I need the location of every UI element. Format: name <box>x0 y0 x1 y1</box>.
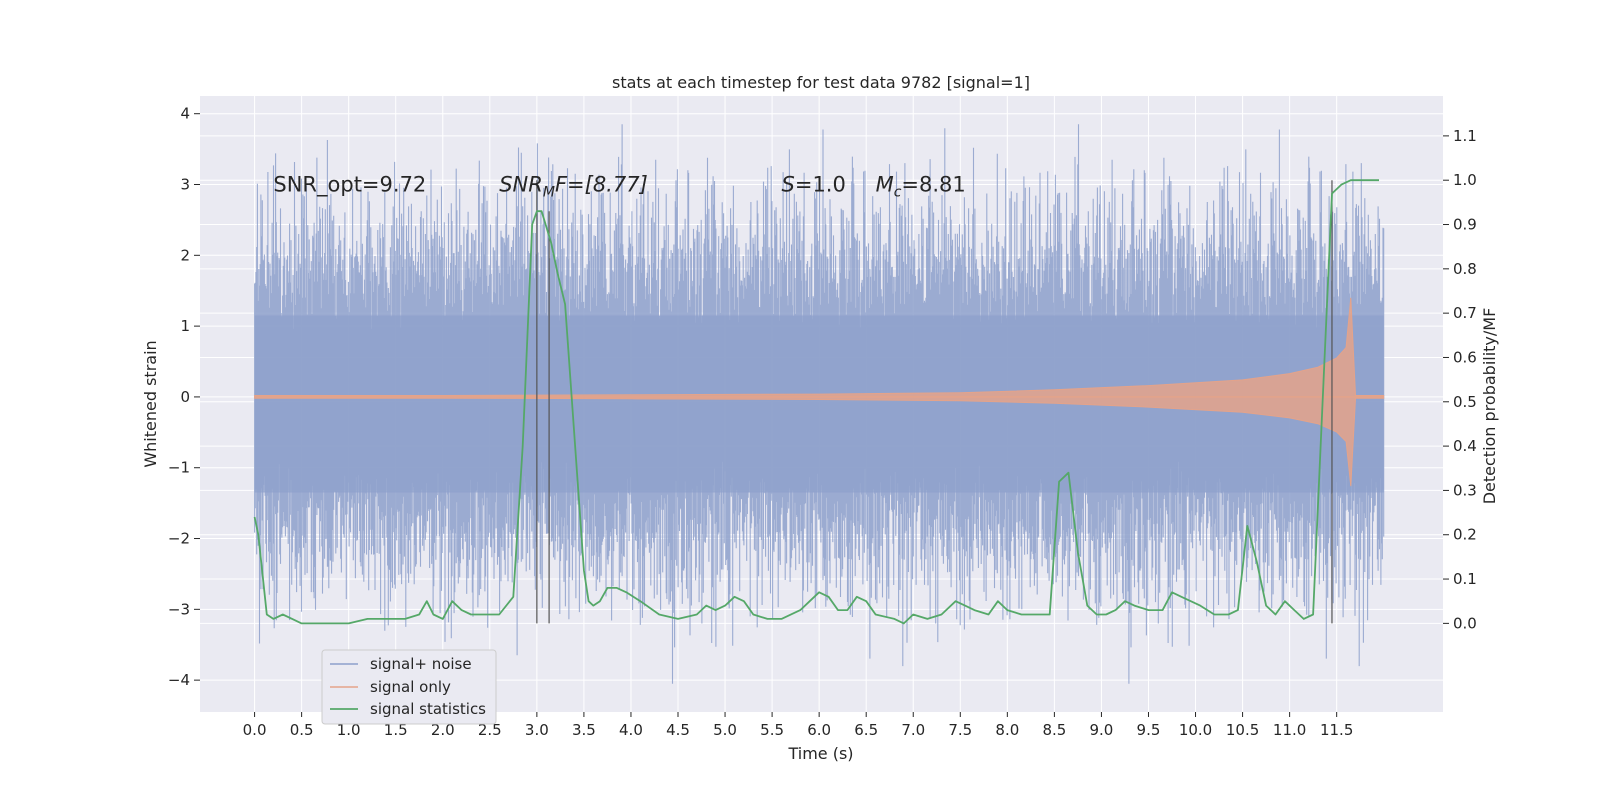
series-signal-statistics <box>253 179 1379 625</box>
x-tick-label: 2.0 <box>431 721 455 739</box>
legend-box <box>321 649 497 725</box>
y-tick-label: 2 <box>180 246 190 264</box>
y-axis-right-label: Detection probability/MF <box>1480 308 1499 505</box>
y-tick-label: −1 <box>168 459 190 477</box>
x-tick-label: 5.5 <box>760 721 784 739</box>
y-right-tick-label: 0.7 <box>1453 304 1477 322</box>
x-tick-label: 0.0 <box>243 721 267 739</box>
y-tick-label: −4 <box>168 671 190 689</box>
x-tick-label: 7.0 <box>901 721 925 739</box>
x-tick-label: 5.0 <box>713 721 737 739</box>
y-tick-label: −3 <box>168 600 190 618</box>
annotation: SNR_opt=9.72 <box>273 173 426 198</box>
annotation: Mc=8.81 <box>876 173 966 201</box>
y-axis-label: Whitened strain <box>141 340 160 467</box>
x-tick-label: 2.5 <box>478 721 502 739</box>
y-tick-label: 0 <box>180 388 190 406</box>
x-tick-label: 7.5 <box>948 721 972 739</box>
x-tick-label: 10.0 <box>1179 721 1212 739</box>
x-tick-label: 3.0 <box>525 721 549 739</box>
chirp-envelope <box>254 297 1385 487</box>
y-right-tick-label: 1.1 <box>1453 127 1477 145</box>
y-axis-left: −4 −3 −2 −1 0 1 2 3 4 <box>168 105 200 689</box>
x-tick-label: 9.0 <box>1090 721 1114 739</box>
x-tick-label: 6.0 <box>807 721 831 739</box>
y-axis-right: 0.0 0.1 0.2 0.3 0.4 0.5 0.6 0.7 0.8 0.9 1.0 1.1 <box>1443 127 1477 632</box>
x-tick-label: 10.5 <box>1226 721 1259 739</box>
y-right-tick-label: 0.1 <box>1453 570 1477 588</box>
annotation: S=1.0 <box>782 173 846 197</box>
legend-label-signal-only: signal only <box>370 678 451 696</box>
x-axis-label: Time (s) <box>787 744 853 763</box>
x-tick-label: 3.5 <box>572 721 596 739</box>
x-tick-label: 6.5 <box>854 721 878 739</box>
y-right-tick-label: 0.0 <box>1453 614 1477 632</box>
x-tick-label: 1.0 <box>337 721 361 739</box>
x-tick-label: 11.5 <box>1320 721 1353 739</box>
series-signal-only <box>254 297 1385 487</box>
y-right-tick-label: 1.0 <box>1453 171 1477 189</box>
y-right-tick-label: 0.4 <box>1453 437 1477 455</box>
x-tick-label: 9.5 <box>1137 721 1161 739</box>
x-axis: 0.0 0.5 1.0 1.5 2.0 2.5 3.0 3.5 4.0 4.5 5.0 5.5 6.0 6… <box>243 712 1353 739</box>
x-tick-label: 4.5 <box>666 721 690 739</box>
y-right-tick-label: 0.3 <box>1453 481 1477 499</box>
legend-label-signal-statistics: signal statistics <box>370 700 486 718</box>
x-tick-label: 8.0 <box>995 721 1019 739</box>
y-tick-label: 3 <box>180 176 190 194</box>
vertical-markers <box>536 180 1333 624</box>
chart-title: stats at each timestep for test data 978… <box>612 73 1030 92</box>
x-tick-label: 11.0 <box>1273 721 1306 739</box>
y-right-tick-label: 0.2 <box>1453 526 1477 544</box>
legend-label-signal-noise: signal+ noise <box>370 655 472 673</box>
legend: signal+ noise signal only signal statist… <box>321 649 497 725</box>
annotations: SNR_opt=9.72 SNRMF=[8.77] S=1.0 Mc=8.81 <box>273 173 965 201</box>
y-right-tick-label: 0.8 <box>1453 260 1477 278</box>
statistics-line <box>253 179 1379 625</box>
y-right-tick-label: 0.9 <box>1453 216 1477 234</box>
y-tick-label: 1 <box>180 317 190 335</box>
annotation: SNRMF=[8.77] <box>499 173 648 201</box>
y-tick-label: −2 <box>168 530 190 548</box>
y-right-tick-label: 0.5 <box>1453 393 1477 411</box>
x-tick-label: 4.0 <box>619 721 643 739</box>
x-tick-label: 0.5 <box>290 721 314 739</box>
y-right-tick-label: 0.6 <box>1453 348 1477 366</box>
x-tick-label: 8.5 <box>1042 721 1066 739</box>
y-tick-label: 4 <box>180 105 190 123</box>
x-tick-label: 1.5 <box>384 721 408 739</box>
